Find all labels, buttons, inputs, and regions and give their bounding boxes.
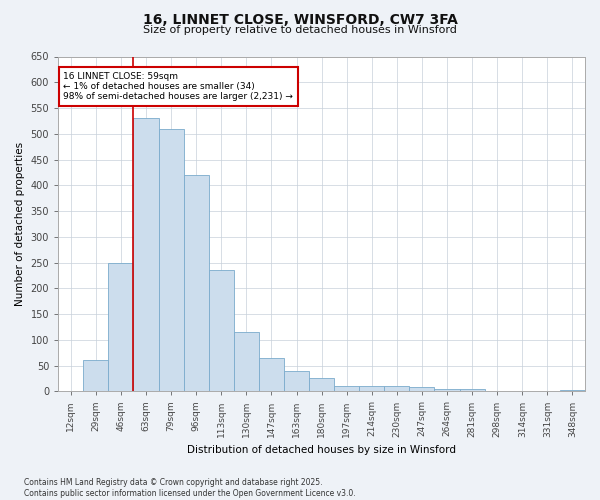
Bar (460, 388, 485, 392)
Bar (234, 332, 259, 392)
Bar (434, 388, 460, 392)
Text: 16 LINNET CLOSE: 59sqm
← 1% of detached houses are smaller (34)
98% of semi-deta: 16 LINNET CLOSE: 59sqm ← 1% of detached … (64, 72, 293, 102)
Y-axis label: Number of detached properties: Number of detached properties (15, 142, 25, 306)
Text: 16, LINNET CLOSE, WINSFORD, CW7 3FA: 16, LINNET CLOSE, WINSFORD, CW7 3FA (143, 12, 457, 26)
Bar (83, 360, 109, 392)
Text: Contains HM Land Registry data © Crown copyright and database right 2025.
Contai: Contains HM Land Registry data © Crown c… (24, 478, 356, 498)
Bar (184, 175, 209, 392)
Bar (309, 378, 334, 392)
Bar (359, 386, 385, 392)
Bar (409, 387, 434, 392)
Bar (560, 390, 585, 392)
Bar (284, 370, 309, 392)
Bar (109, 262, 133, 392)
Bar (259, 358, 284, 392)
Bar (385, 386, 409, 392)
Text: Size of property relative to detached houses in Winsford: Size of property relative to detached ho… (143, 25, 457, 35)
Bar (133, 118, 158, 392)
X-axis label: Distribution of detached houses by size in Winsford: Distribution of detached houses by size … (187, 445, 456, 455)
Bar (209, 270, 234, 392)
Bar (158, 128, 184, 392)
Bar (334, 386, 359, 392)
